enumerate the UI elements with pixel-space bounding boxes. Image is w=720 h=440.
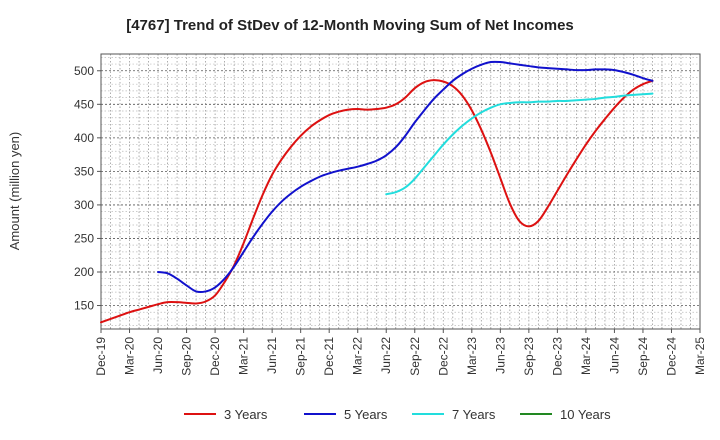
y-tick-label: 250: [74, 231, 94, 245]
legend-label-7-years: 7 Years: [452, 407, 496, 422]
y-axis-label: Amount (million yen): [7, 132, 22, 251]
y-tick-label: 500: [74, 64, 94, 78]
series-line-7-years: [385, 92, 654, 196]
y-tick-label: 350: [74, 164, 94, 178]
series-line-3-years: [100, 79, 654, 324]
x-tick-label: Mar-24: [579, 337, 593, 375]
x-tick-label: Jun-20: [151, 337, 165, 374]
x-tick-label: Mar-21: [237, 337, 251, 375]
legend-label-5-years: 5 Years: [344, 407, 388, 422]
x-tick-label: Sep-20: [180, 337, 194, 376]
y-axis: 150 200 250 300 350 400 450 500: [74, 64, 700, 313]
y-tick-label: 450: [74, 97, 94, 111]
x-tick-label: Jun-21: [265, 337, 279, 374]
plot-frame: [100, 53, 701, 330]
x-tick-label: Dec-22: [436, 337, 450, 376]
y-tick-label: 300: [74, 198, 94, 212]
x-tick-label: Dec-19: [94, 337, 108, 376]
x-tick-label: Sep-24: [636, 337, 650, 376]
legend: 3 Years 5 Years 7 Years 10 Years: [184, 407, 611, 422]
series-line-5-years: [157, 60, 654, 294]
legend-label-10-years: 10 Years: [560, 407, 611, 422]
x-tick-label: Jun-22: [379, 337, 393, 374]
y-tick-label: 150: [74, 299, 94, 313]
x-tick-label: Mar-23: [465, 337, 479, 375]
x-tick-label: Jun-23: [493, 337, 507, 374]
y-tick-label: 200: [74, 265, 94, 279]
x-tick-label: Sep-21: [294, 337, 308, 376]
x-tick-label: Mar-25: [693, 337, 707, 375]
x-tick-label: Dec-21: [322, 337, 336, 376]
x-tick-label: Sep-22: [408, 337, 422, 376]
x-tick-label: Mar-22: [351, 337, 365, 375]
legend-label-3-years: 3 Years: [224, 407, 268, 422]
series-group: [100, 60, 654, 324]
x-tick-label: Mar-20: [123, 337, 137, 375]
x-tick-label: Dec-23: [550, 337, 564, 376]
grid: [101, 54, 700, 329]
chart-title: [4767] Trend of StDev of 12-Month Moving…: [126, 17, 574, 34]
x-tick-label: Jun-24: [607, 337, 621, 374]
y-tick-label: 400: [74, 131, 94, 145]
x-tick-label: Sep-23: [522, 337, 536, 376]
x-axis: Dec-19 Mar-20 Jun-20 Sep-20 Dec-20 Mar-21 Jun-…: [94, 329, 707, 376]
x-tick-label: Dec-20: [208, 337, 222, 376]
x-tick-label: Dec-24: [664, 337, 678, 376]
